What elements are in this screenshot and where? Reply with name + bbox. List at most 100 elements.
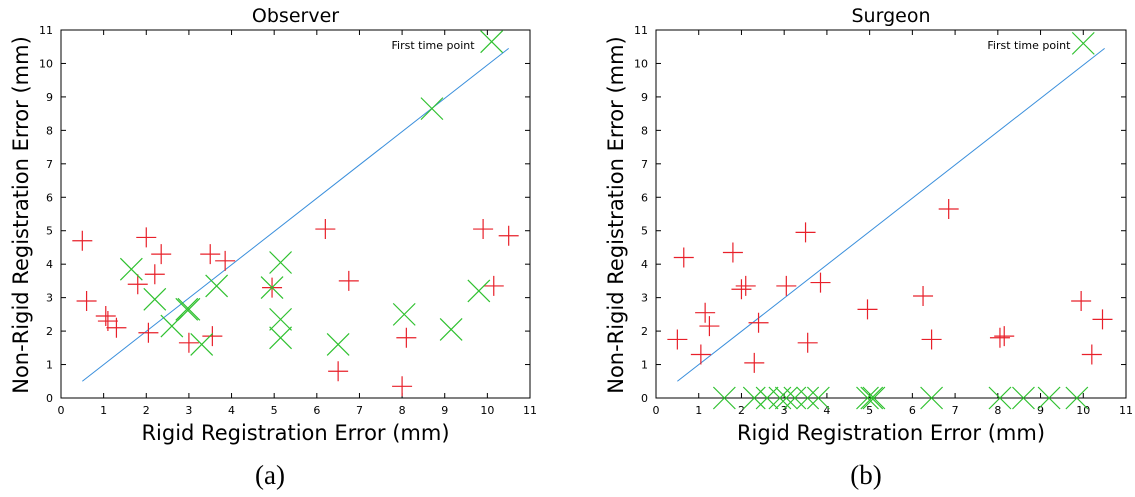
plus-marker [731, 279, 752, 300]
x-tick-label: 6 [313, 404, 320, 417]
cross-marker [783, 386, 807, 410]
plus-marker [106, 317, 127, 338]
plus-marker [748, 312, 769, 333]
x-tick-label: 3 [185, 404, 192, 417]
cross-marker [1065, 386, 1089, 410]
cross-marker [205, 274, 229, 298]
x-tick-label: 2 [738, 404, 745, 417]
plus-marker [1071, 290, 1092, 311]
cross-marker [392, 302, 416, 326]
y-axis-label: Non-Rigid Registration Error (mm) [604, 36, 628, 394]
plus-marker [673, 247, 694, 268]
cross-marker [143, 287, 167, 311]
plus-marker [722, 242, 743, 263]
x-tick-label: 11 [523, 404, 537, 417]
y-tick-label: 5 [641, 225, 648, 238]
y-tick-label: 0 [46, 392, 53, 405]
x-tick-label: 1 [695, 404, 702, 417]
x-axis-label: Rigid Registration Error (mm) [737, 421, 1045, 445]
plus-marker [776, 275, 797, 296]
cross-marker [420, 97, 444, 121]
plus-marker [795, 222, 816, 243]
cross-marker [480, 30, 504, 54]
identity-line [82, 48, 509, 382]
cross-marker [856, 386, 879, 410]
x-tick-label: 7 [952, 404, 959, 417]
cross-marker [860, 386, 884, 410]
plus-marker [127, 274, 148, 295]
cross-marker [467, 279, 491, 303]
plus-marker [857, 299, 878, 320]
cross-marker [326, 333, 350, 356]
plus-marker [699, 316, 720, 337]
y-tick-label: 8 [641, 124, 648, 137]
chart-title: Surgeon [852, 5, 931, 27]
y-tick-label: 11 [39, 24, 53, 37]
y-tick-label: 2 [641, 325, 648, 338]
plus-marker [1092, 309, 1113, 330]
cross-marker [920, 386, 944, 410]
x-tick-label: 10 [1076, 404, 1090, 417]
plus-marker [695, 302, 716, 323]
cross-marker [742, 386, 766, 410]
cross-marker [755, 386, 779, 410]
x-tick-label: 11 [1119, 404, 1133, 417]
cross-marker [1071, 31, 1095, 55]
plus-marker [994, 326, 1015, 347]
identity-line [677, 48, 1105, 382]
x-tick-label: 5 [271, 404, 278, 417]
cross-marker [190, 333, 214, 356]
y-tick-label: 1 [641, 359, 648, 372]
y-tick-label: 8 [46, 124, 53, 137]
y-tick-label: 10 [39, 57, 53, 70]
y-tick-label: 6 [46, 191, 53, 204]
plus-marker [392, 376, 413, 397]
plus-marker [72, 230, 93, 251]
y-tick-label: 3 [46, 292, 53, 305]
cross-marker [988, 386, 1012, 410]
x-axis-label: Rigid Registration Error (mm) [141, 421, 449, 445]
y-tick-label: 9 [641, 91, 648, 104]
x-tick-label: 0 [653, 404, 660, 417]
x-tick-label: 8 [994, 404, 1001, 417]
x-tick-label: 0 [58, 404, 65, 417]
cross-marker [712, 386, 736, 410]
panel-observer: 0 1 2 3 4 5 6 7 8 9 10 11 0 1 2 3 4 5 6 7 8 9 10 11 Observer Rigi… [9, 5, 537, 445]
panel-surgeon: 0 1 2 3 4 5 6 7 8 9 10 11 0 1 2 3 4 5 6 7 8 9 10 11 Surgeon Rigid… [604, 5, 1133, 445]
y-tick-label: 4 [46, 258, 53, 271]
x-tick-label: 8 [399, 404, 406, 417]
x-tick-label: 9 [1037, 404, 1044, 417]
annotation-label: First time point [987, 39, 1071, 52]
y-tick-label: 4 [641, 258, 648, 271]
cross-marker [439, 317, 463, 341]
plus-marker [744, 352, 765, 373]
plus-marker [76, 290, 97, 311]
y-tick-label: 0 [641, 392, 648, 405]
cross-marker [269, 326, 293, 350]
plus-marker [144, 264, 165, 285]
x-tick-label: 1 [100, 404, 107, 417]
plus-marker [938, 198, 959, 219]
y-tick-label: 10 [634, 57, 648, 70]
x-tick-label: 7 [356, 404, 363, 417]
x-tick-label: 4 [823, 404, 830, 417]
y-tick-label: 11 [634, 24, 648, 37]
plus-marker [483, 275, 504, 296]
cross-marker [260, 276, 284, 300]
cross-marker [175, 297, 199, 321]
x-tick-label: 10 [480, 404, 494, 417]
plus-marker [667, 329, 688, 350]
plus-marker [690, 344, 711, 365]
cross-marker [774, 386, 798, 410]
cross-marker [269, 251, 293, 274]
x-tick-label: 4 [228, 404, 235, 417]
plus-marker [178, 332, 199, 353]
y-axis-label: Non-Rigid Registration Error (mm) [9, 36, 33, 394]
x-tick-label: 5 [866, 404, 873, 417]
plus-marker [735, 275, 756, 296]
x-tick-label: 2 [143, 404, 150, 417]
plus-marker [797, 332, 818, 353]
y-tick-label: 7 [641, 158, 648, 171]
caption-a: (a) [255, 460, 285, 490]
